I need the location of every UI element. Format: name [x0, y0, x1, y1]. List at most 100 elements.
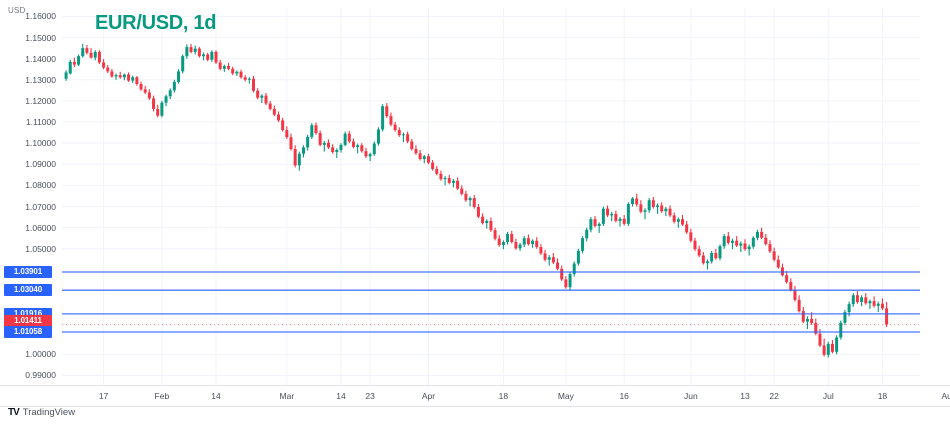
candle-body — [597, 223, 601, 226]
candle-body — [285, 130, 289, 138]
candle-body — [751, 237, 755, 247]
candle-body — [252, 78, 256, 91]
candle-body — [868, 301, 872, 304]
tradingview-brand-label: TradingView — [22, 407, 76, 418]
candle-body — [397, 130, 401, 136]
candle-body — [118, 75, 122, 78]
candle-body — [214, 51, 218, 63]
candle-body — [360, 145, 364, 152]
candle-body — [460, 188, 464, 194]
candle-body — [264, 95, 268, 104]
candle-body — [343, 133, 347, 145]
candle-body — [572, 263, 576, 275]
candlestick-series — [62, 8, 920, 385]
candle-body — [622, 218, 626, 224]
candle-body — [85, 48, 89, 53]
candle-body — [422, 156, 426, 160]
candle-body — [539, 247, 543, 254]
candle-body — [780, 267, 784, 276]
candle-body — [697, 249, 701, 256]
candle-body — [651, 200, 655, 207]
tradingview-branding[interactable]: TV TradingView — [8, 407, 75, 418]
candle-body — [739, 243, 743, 246]
candle-body — [172, 81, 176, 91]
candle-body — [289, 137, 293, 150]
price-line-label-2[interactable]: 1.03040 — [4, 284, 52, 297]
time-tick: 14 — [211, 391, 221, 401]
candle-body — [381, 106, 385, 130]
price-tick: 1.09000 — [25, 159, 56, 170]
candle-body — [143, 89, 147, 93]
candle-body — [368, 154, 372, 157]
vertical-gridlines — [103, 8, 883, 385]
candle-body — [618, 218, 622, 221]
candle-body — [635, 198, 639, 205]
candle-body — [872, 301, 876, 306]
candle-body — [843, 312, 847, 323]
time-tick: 23 — [365, 391, 375, 401]
price-chip-value: 1.01916 — [13, 308, 43, 318]
candle-body — [139, 84, 143, 90]
candle-body — [743, 243, 747, 250]
candle-body — [835, 337, 839, 352]
candle-body — [152, 98, 156, 109]
candle-body — [681, 219, 685, 225]
candle-body — [543, 253, 547, 260]
candle-body — [385, 106, 389, 117]
candle-body — [114, 75, 118, 77]
price-tick: 1.00000 — [25, 349, 56, 360]
candle-body — [885, 308, 889, 325]
time-tick: Jul — [822, 391, 834, 401]
candle-body — [706, 261, 709, 264]
candle-body — [202, 54, 206, 57]
candle-body — [331, 147, 335, 153]
price-axis[interactable]: USD 1.16000 1.15000 1.14000 1.13000 1.12000 1… — [0, 0, 62, 385]
candle-body — [418, 153, 422, 160]
candle-body — [547, 257, 551, 260]
candle-body — [110, 71, 114, 77]
candle-body — [476, 206, 480, 217]
candle-body — [68, 61, 72, 74]
time-axis[interactable]: 17 Feb 14 Mar 14 23 Apr 18 May 16 Jun 13 22 Jul 18 Aug — [0, 385, 950, 407]
candle-body — [426, 156, 430, 163]
candle-body — [272, 108, 276, 115]
candle-body — [243, 77, 247, 80]
candle-body — [826, 343, 830, 355]
candle-body — [239, 71, 243, 78]
candle-body — [801, 311, 805, 322]
candle-body — [693, 240, 697, 250]
candle-body — [81, 48, 85, 57]
price-line-label-4[interactable]: 1.01058 — [4, 326, 52, 339]
candle-body — [764, 237, 768, 245]
candle-body — [768, 244, 772, 252]
time-tick: 18 — [877, 391, 888, 401]
price-chip-value: 1.03040 — [13, 285, 43, 295]
candle-body — [535, 240, 539, 248]
candle-body — [364, 151, 368, 157]
candle-body — [406, 134, 410, 142]
candle-body — [72, 61, 76, 65]
candle-body — [268, 103, 272, 109]
candle-body — [830, 343, 834, 352]
price-line-label-1[interactable]: 1.03901 — [4, 265, 52, 278]
candle-body — [718, 246, 722, 259]
candle-body — [589, 219, 593, 230]
candle-body — [281, 120, 285, 131]
candle-body — [189, 47, 193, 52]
price-tick: 1.14000 — [25, 53, 56, 64]
time-tick: 14 — [336, 391, 346, 401]
candle-body — [393, 124, 397, 131]
candle-body — [643, 210, 647, 212]
candle-body — [660, 205, 664, 212]
candle-body — [880, 303, 884, 309]
candle-body — [560, 268, 564, 280]
price-chip-value: 1.01058 — [13, 327, 43, 337]
candle-body — [647, 200, 651, 211]
candle-body — [864, 297, 868, 304]
candle-body — [439, 173, 443, 180]
candle-body — [326, 142, 330, 148]
chart-plot-area[interactable] — [62, 8, 920, 385]
candle-body — [256, 90, 260, 98]
price-tick: 1.12000 — [25, 95, 56, 106]
